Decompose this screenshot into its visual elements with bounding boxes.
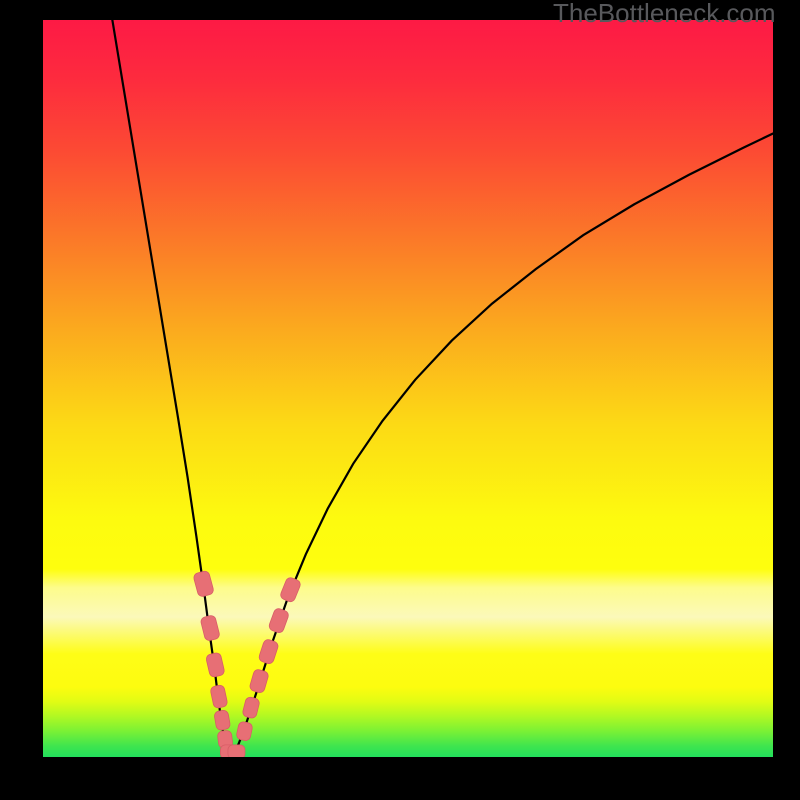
right-branch-markers-4 [268, 607, 290, 634]
right-branch-markers-1 [242, 696, 260, 719]
frame-left [0, 0, 43, 800]
frame-bottom [0, 757, 800, 800]
right-branch-markers-5 [279, 576, 302, 603]
curve-left [112, 20, 230, 757]
left-branch-markers-1 [200, 615, 220, 642]
right-branch-markers-0 [236, 721, 253, 742]
watermark-text: TheBottleneck.com [553, 0, 776, 29]
curve-right [231, 134, 773, 758]
left-branch-markers-2 [205, 652, 225, 678]
left-branch-markers-0 [193, 570, 215, 597]
left-branch-markers-3 [210, 684, 228, 708]
bottom-markers-1 [228, 745, 245, 757]
right-branch-markers-3 [258, 638, 279, 665]
left-branch-markers-4 [214, 710, 231, 731]
plot-area [43, 20, 773, 757]
curve-layer [43, 20, 773, 757]
right-branch-markers-2 [249, 668, 269, 693]
frame-right [773, 0, 800, 800]
